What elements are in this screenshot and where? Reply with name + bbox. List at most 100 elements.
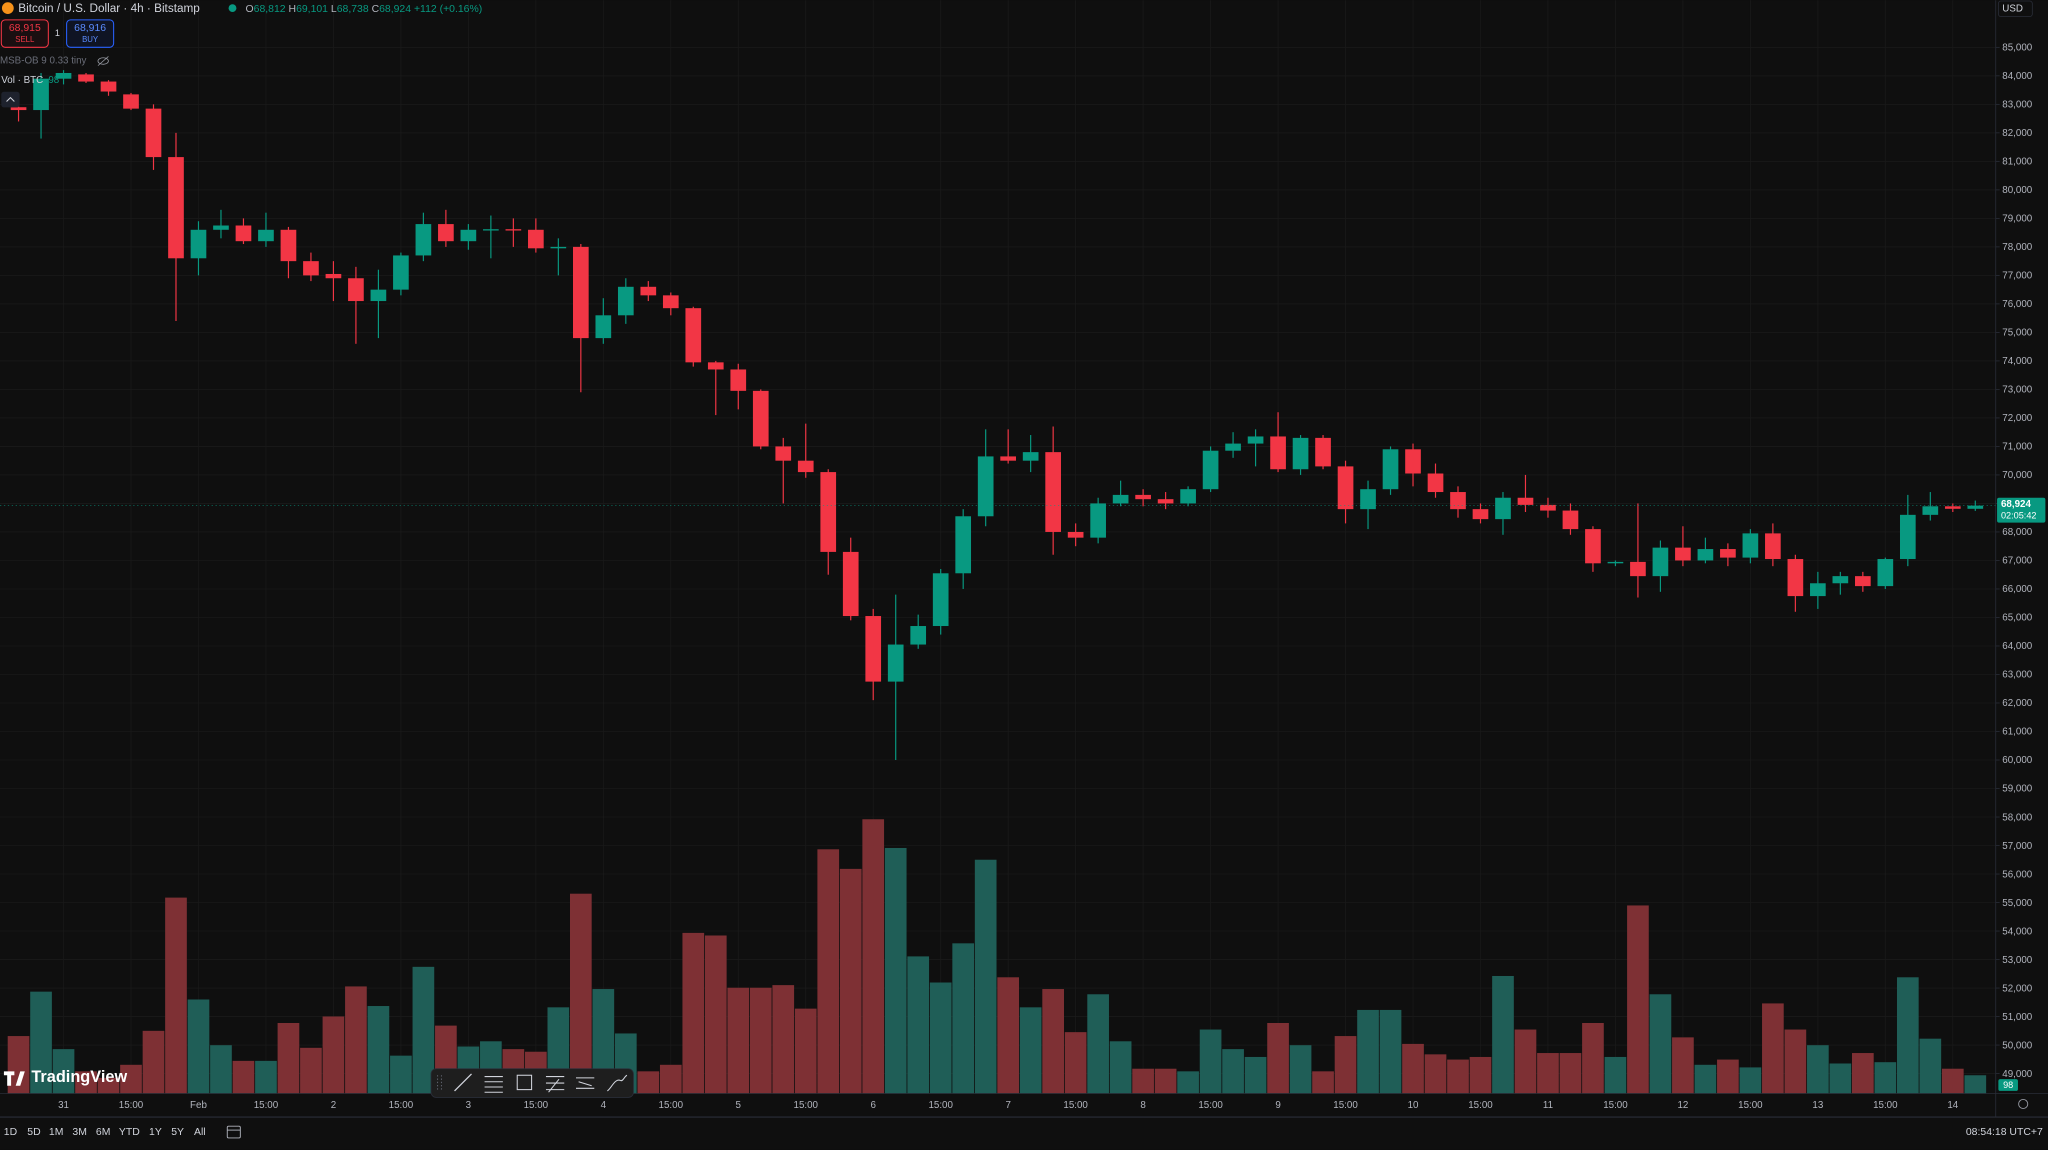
y-tick-label: 71,000 — [2002, 442, 2032, 453]
x-tick-label: 13 — [1812, 1100, 1823, 1111]
candle-body — [707, 362, 724, 370]
volume-bar — [322, 1016, 345, 1094]
currency[interactable]: USD — [2002, 3, 2023, 14]
volume-bar — [1402, 1043, 1424, 1094]
range-button[interactable]: 1Y — [149, 1127, 162, 1138]
candle-body — [460, 229, 477, 242]
rectangle-tool[interactable] — [516, 1074, 533, 1091]
candle-body — [910, 626, 927, 645]
range-button[interactable]: 1M — [49, 1127, 64, 1138]
measure-tool[interactable] — [576, 1077, 595, 1089]
y-tick-label: 74,000 — [2002, 356, 2032, 367]
date-picker[interactable] — [226, 1125, 241, 1139]
calendar-icon[interactable] — [226, 1125, 241, 1139]
range-button[interactable]: YTD — [119, 1127, 140, 1138]
y-tick-label: 53,000 — [2002, 955, 2032, 966]
candle-body — [550, 246, 567, 249]
range-button[interactable]: 6M — [96, 1127, 111, 1138]
volume-bar — [1154, 1068, 1177, 1094]
price-axis — [1995, 0, 2048, 1094]
candle-body — [1720, 549, 1736, 558]
x-tick-label: Feb — [190, 1100, 207, 1111]
candle-body — [123, 94, 139, 109]
y-tick-label: 61,000 — [2002, 727, 2032, 738]
study-legend[interactable]: MSB-OB 9 0.33 tiny — [0, 56, 87, 67]
candle-body — [190, 229, 207, 259]
visibility-icon[interactable] — [97, 56, 109, 66]
volume-bar — [817, 849, 840, 1094]
candle-body — [1180, 489, 1196, 504]
axes: 49,000 50,000 51,000 52,000 53,000 54,000 55,0… — [58, 43, 2046, 1111]
sell-box[interactable] — [0, 19, 49, 48]
volume-bar — [187, 999, 210, 1094]
sell-price[interactable]: 68,915 — [9, 23, 41, 34]
currency-button[interactable] — [1997, 0, 2033, 18]
candle-body — [1967, 505, 1984, 509]
buy-price[interactable]: 68,916 — [74, 23, 106, 34]
volume-bar — [1312, 1071, 1334, 1094]
volume-bar — [97, 1077, 120, 1094]
settings-icon[interactable] — [2018, 1098, 2029, 1110]
range-button[interactable]: 1D — [4, 1127, 18, 1138]
candle-body — [1247, 436, 1264, 444]
volume-bar — [1784, 1029, 1807, 1094]
channel-tool[interactable] — [545, 1076, 565, 1093]
price-change: +112 (+0.16%) — [414, 4, 482, 15]
volume-bar — [1717, 1059, 1739, 1094]
volume-value-box — [1998, 1079, 2018, 1091]
x-tick-label: 15:00 — [254, 1100, 279, 1111]
drag-handle[interactable] — [437, 1075, 442, 1091]
clock[interactable]: 08:54:18 UTC+7 — [1966, 1127, 2043, 1138]
range-button[interactable]: All — [194, 1127, 206, 1138]
x-tick-label: 6 — [870, 1100, 876, 1111]
symbol-title[interactable]: Bitcoin / U.S. Dollar · 4h · Bitstamp — [18, 2, 200, 15]
collapse-button[interactable] — [1, 91, 20, 108]
volume-bar — [390, 1055, 412, 1094]
buy-label[interactable]: BUY — [82, 35, 99, 44]
candle-body — [1877, 559, 1894, 587]
volume-bar — [772, 985, 795, 1094]
y-tick-label: 63,000 — [2002, 670, 2032, 681]
sell-label[interactable]: SELL — [15, 35, 35, 44]
volume-bar — [1852, 1053, 1874, 1094]
sell-button[interactable]: 68,915 SELL — [0, 19, 49, 48]
candle-body — [1562, 510, 1579, 530]
volume-legend[interactable]: Vol · BTC — [1, 75, 43, 86]
volume-bar — [929, 982, 952, 1094]
buy-box[interactable] — [66, 19, 115, 48]
candle-body — [1742, 533, 1759, 558]
collapse-icon[interactable] — [6, 96, 15, 102]
x-tick-label: 12 — [1677, 1100, 1688, 1111]
volume-bar — [1289, 1045, 1312, 1094]
volume-bar — [592, 989, 615, 1094]
buy-button[interactable]: 68,916 BUY — [66, 19, 115, 48]
range-button[interactable]: 5D — [27, 1127, 41, 1138]
ohlc-value: 69,101 — [296, 4, 328, 15]
volume-bar — [1964, 1075, 1987, 1094]
brush-tool[interactable] — [607, 1074, 628, 1092]
candle-body — [1292, 437, 1309, 470]
volume-bar — [907, 956, 930, 1094]
ohlc-value: 68,738 — [337, 4, 369, 15]
eye-outline[interactable] — [97, 57, 109, 65]
y-tick-label: 49,000 — [2002, 1069, 2032, 1080]
candle-body — [730, 369, 747, 391]
volume-bar — [52, 1049, 75, 1094]
x-tick-label: 31 — [58, 1100, 69, 1111]
range-button[interactable]: 3M — [72, 1127, 87, 1138]
volume-bar — [637, 1071, 660, 1094]
trend-line-tool[interactable] — [454, 1073, 472, 1092]
candle-body — [1899, 514, 1916, 560]
volume-bar — [1604, 1056, 1627, 1094]
y-tick-label: 80,000 — [2002, 185, 2032, 196]
logo[interactable]: TradingView — [31, 1068, 127, 1086]
eye-slash[interactable] — [97, 56, 109, 66]
volume-bar — [682, 932, 705, 1094]
candle-body — [1450, 492, 1466, 510]
volume-bar — [300, 1047, 322, 1094]
range-button[interactable]: 5Y — [171, 1127, 184, 1138]
fib-tool[interactable] — [484, 1076, 503, 1093]
candle-body — [1427, 473, 1444, 493]
volume-bar — [1649, 994, 1672, 1094]
